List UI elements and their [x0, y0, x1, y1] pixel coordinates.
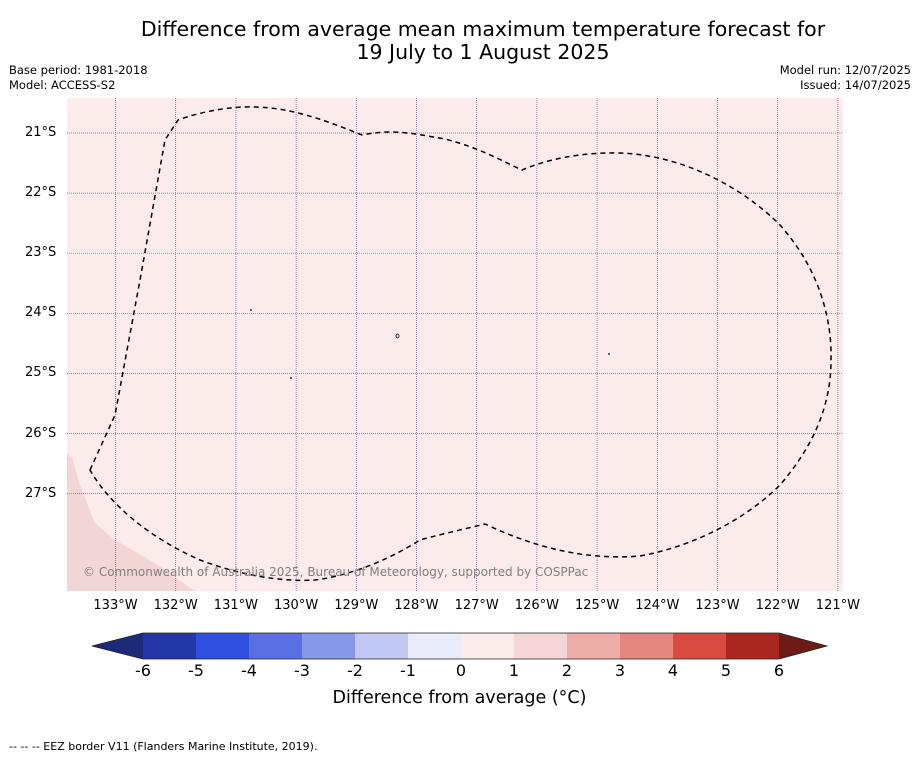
- longitude-label: 128°W: [394, 598, 439, 613]
- colorbar-tick-label: -4: [241, 661, 257, 680]
- colorbar-tick-label: -5: [188, 661, 204, 680]
- eez-border: [89, 106, 832, 582]
- latitude-label: 25°S: [25, 365, 57, 381]
- longitude-label: 124°W: [635, 598, 680, 613]
- longitude-label: 131°W: [213, 598, 258, 613]
- colorbar: [91, 632, 829, 660]
- longitude-label: 132°W: [153, 598, 198, 613]
- latitude-label: 24°S: [25, 305, 57, 321]
- island-marker: [290, 377, 292, 379]
- longitude-label: 126°W: [514, 598, 559, 613]
- issued-date: Issued: 14/07/2025: [800, 78, 911, 92]
- colorbar-swatch: [355, 633, 408, 659]
- latitude-label: 22°S: [25, 185, 57, 201]
- colorbar-tick-label: 4: [667, 661, 679, 680]
- model-name: Model: ACCESS-S2: [9, 78, 116, 92]
- island-outline: [395, 333, 400, 339]
- colorbar-swatch: [673, 633, 726, 659]
- colorbar-swatch: [302, 633, 355, 659]
- longitude-label: 130°W: [274, 598, 319, 613]
- island-marker: [608, 353, 610, 355]
- colorbar-swatch: [567, 633, 620, 659]
- colorbar-tick-label: 1: [508, 661, 520, 680]
- colorbar-label: Difference from average (°C): [332, 688, 587, 708]
- colorbar-tick-label: -2: [347, 661, 363, 680]
- colorbar-swatch: [726, 633, 779, 659]
- colorbar-extend-low: [92, 633, 143, 659]
- longitude-label: 123°W: [695, 598, 740, 613]
- longitude-label: 125°W: [575, 598, 620, 613]
- meta-left: Base period: 1981-2018 Model: ACCESS-S2: [9, 63, 148, 93]
- longitude-label: 133°W: [93, 598, 138, 613]
- colorbar-swatch: [620, 633, 673, 659]
- colorbar-tick-label: 3: [614, 661, 626, 680]
- map-background: [67, 98, 843, 591]
- colorbar-tick-label: -1: [400, 661, 416, 680]
- colorbar-swatch: [514, 633, 567, 659]
- latitude-label: 26°S: [25, 425, 57, 441]
- colorbar-tick-label: 6: [773, 661, 785, 680]
- island-marker: [250, 309, 252, 311]
- latitude-label: 23°S: [25, 245, 57, 261]
- colorbar-extend-high: [779, 633, 827, 659]
- colorbar-tick-label: -6: [135, 661, 151, 680]
- base-period: Base period: 1981-2018: [9, 63, 148, 77]
- colorbar-outline: [91, 632, 829, 660]
- land-area: [67, 453, 195, 591]
- longitude-label: 121°W: [815, 598, 860, 613]
- latitude-label: 27°S: [25, 485, 57, 501]
- colorbar-tick-label: 0: [455, 661, 467, 680]
- copyright-notice: © Commonwealth of Australia 2025, Bureau…: [83, 565, 589, 579]
- chart-title: Difference from average mean maximum tem…: [0, 18, 919, 64]
- model-run: Model run: 12/07/2025: [779, 63, 911, 77]
- colorbar-tick-label: 2: [561, 661, 573, 680]
- title-line-1: Difference from average mean maximum tem…: [140, 17, 826, 41]
- meta-right: Model run: 12/07/2025 Issued: 14/07/2025: [780, 63, 911, 93]
- colorbar-swatch: [408, 633, 461, 659]
- colorbar-swatch: [249, 633, 302, 659]
- latitude-label: 21°S: [25, 125, 57, 140]
- footer-legend: -- -- -- EEZ border V11 (Flanders Marine…: [9, 740, 318, 753]
- longitude-label: 129°W: [334, 598, 379, 613]
- colorbar-tick-label: -3: [294, 661, 310, 680]
- colorbar-tick-label: 5: [720, 661, 732, 680]
- colorbar-swatch: [196, 633, 249, 659]
- graticule: [67, 98, 843, 591]
- colorbar-swatch: [143, 633, 196, 659]
- longitude-label: 127°W: [454, 598, 499, 613]
- title-line-2: 19 July to 1 August 2025: [356, 40, 610, 64]
- longitude-label: 122°W: [755, 598, 800, 613]
- colorbar-swatch: [461, 633, 514, 659]
